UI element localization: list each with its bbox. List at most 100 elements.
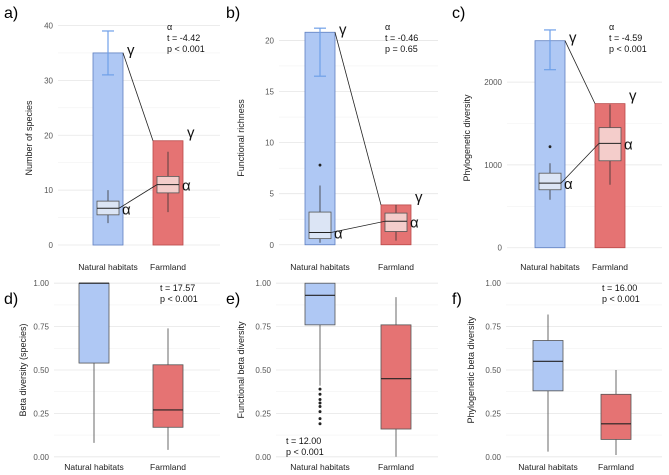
alpha-label: α xyxy=(410,214,419,231)
x-category-label: Farmland xyxy=(592,262,628,272)
y-tick-label: 0.75 xyxy=(485,323,501,332)
stats-text: p < 0.001 xyxy=(160,294,198,304)
stats-text: p < 0.001 xyxy=(167,44,205,54)
y-axis-label: Phylogenetic diversity xyxy=(462,94,472,182)
stats-text: t = 16.00 xyxy=(602,283,637,293)
x-category-label: Natural habitats xyxy=(78,262,138,272)
stats-text: t = -4.42 xyxy=(167,33,200,43)
y-tick-label: 0.00 xyxy=(485,453,501,462)
panel-label: b) xyxy=(226,5,240,22)
y-tick-label: 20 xyxy=(265,36,274,45)
box-outlier xyxy=(318,422,322,426)
alpha-label: α xyxy=(624,136,633,153)
x-category-label: Natural habitats xyxy=(520,262,580,272)
box-outlier xyxy=(318,401,322,405)
gamma-label: γ xyxy=(187,125,195,142)
x-category-label: Natural habitats xyxy=(518,462,578,472)
box-outlier xyxy=(318,392,322,396)
stats-text: t = 17.57 xyxy=(160,283,195,293)
y-tick-label: 0.50 xyxy=(485,366,501,375)
y-tick-label: 0.25 xyxy=(485,409,501,418)
y-tick-label: 5 xyxy=(270,190,275,199)
y-tick-label: 0.25 xyxy=(33,409,49,418)
y-tick-label: 1.00 xyxy=(255,279,271,288)
alpha-connector-line xyxy=(118,184,158,209)
stats-text: p < 0.001 xyxy=(286,447,324,457)
gamma-connector-line xyxy=(564,40,596,104)
alpha-connector-line xyxy=(330,220,386,233)
stats-text: p < 0.001 xyxy=(609,44,647,54)
box-body xyxy=(532,340,564,392)
y-tick-label: 0.00 xyxy=(255,453,271,462)
alpha-label: α xyxy=(122,201,131,218)
y-tick-label: 20 xyxy=(44,131,53,140)
x-category-label: Natural habitats xyxy=(290,262,350,272)
gamma-label: γ xyxy=(339,21,347,38)
gamma-connector-line xyxy=(334,32,382,206)
y-tick-label: 1.00 xyxy=(485,279,501,288)
y-tick-label: 0.75 xyxy=(255,323,271,332)
panel-label: a) xyxy=(4,5,18,22)
y-tick-label: 30 xyxy=(44,76,53,85)
y-tick-label: 1000 xyxy=(484,161,502,170)
stats-text: α xyxy=(609,22,614,32)
y-tick-label: 0.25 xyxy=(255,409,271,418)
alpha-outlier xyxy=(318,163,322,167)
alpha-label: α xyxy=(564,176,573,193)
y-tick-label: 15 xyxy=(265,88,274,97)
y-tick-label: 40 xyxy=(44,21,53,30)
box-body xyxy=(78,282,110,364)
y-tick-label: 0 xyxy=(270,241,275,250)
box-outlier xyxy=(318,398,322,402)
stats-text: t = -0.46 xyxy=(385,33,418,43)
box-body xyxy=(600,393,632,440)
stats-text: α xyxy=(167,22,172,32)
y-tick-label: 0.50 xyxy=(255,366,271,375)
y-tick-label: 10 xyxy=(44,186,53,195)
gamma-bar xyxy=(534,40,566,249)
alpha-box xyxy=(308,211,332,240)
y-axis-label: Number of species xyxy=(24,100,34,176)
stats-text: p < 0.001 xyxy=(602,294,640,304)
panel-label: e) xyxy=(226,291,240,308)
box-outlier xyxy=(318,387,322,391)
box-body xyxy=(152,364,184,428)
y-axis-label: Beta diversity (species) xyxy=(18,323,28,416)
box-outlier xyxy=(318,417,322,421)
alpha-outlier xyxy=(548,145,552,149)
y-axis-label: Phylogenetic beta diversity xyxy=(466,316,476,424)
stats-text: t = 12.00 xyxy=(286,436,321,446)
panel-label: c) xyxy=(452,5,465,22)
gamma-label: γ xyxy=(629,88,637,105)
stats-text: α xyxy=(385,22,390,32)
panel-label: f) xyxy=(452,291,462,308)
alpha-box xyxy=(384,212,408,232)
x-category-label: Farmland xyxy=(598,462,634,472)
alpha-label: α xyxy=(334,226,343,243)
y-tick-label: 0 xyxy=(498,244,503,253)
box-body xyxy=(380,324,412,430)
gamma-label: γ xyxy=(127,42,135,59)
gamma-label: γ xyxy=(569,30,577,47)
y-axis-label: Functional beta diversity xyxy=(236,321,246,419)
alpha-connector-line xyxy=(560,143,600,184)
box-body xyxy=(304,282,336,326)
panel-label: d) xyxy=(4,291,18,308)
y-tick-label: 0.75 xyxy=(33,323,49,332)
alpha-box xyxy=(538,172,562,191)
x-category-label: Farmland xyxy=(378,462,414,472)
x-category-label: Farmland xyxy=(378,262,414,272)
y-tick-label: 1.00 xyxy=(33,279,49,288)
x-category-label: Farmland xyxy=(150,262,186,272)
box-outlier xyxy=(318,404,322,408)
box-outlier xyxy=(318,410,322,414)
y-tick-label: 2000 xyxy=(484,78,502,87)
stats-text: p = 0.65 xyxy=(385,44,418,54)
y-tick-label: 0.00 xyxy=(33,453,49,462)
gamma-label: γ xyxy=(415,189,423,206)
y-tick-label: 0 xyxy=(49,241,54,250)
y-tick-label: 0.50 xyxy=(33,366,49,375)
gamma-connector-line xyxy=(122,52,154,141)
x-category-label: Natural habitats xyxy=(290,462,350,472)
